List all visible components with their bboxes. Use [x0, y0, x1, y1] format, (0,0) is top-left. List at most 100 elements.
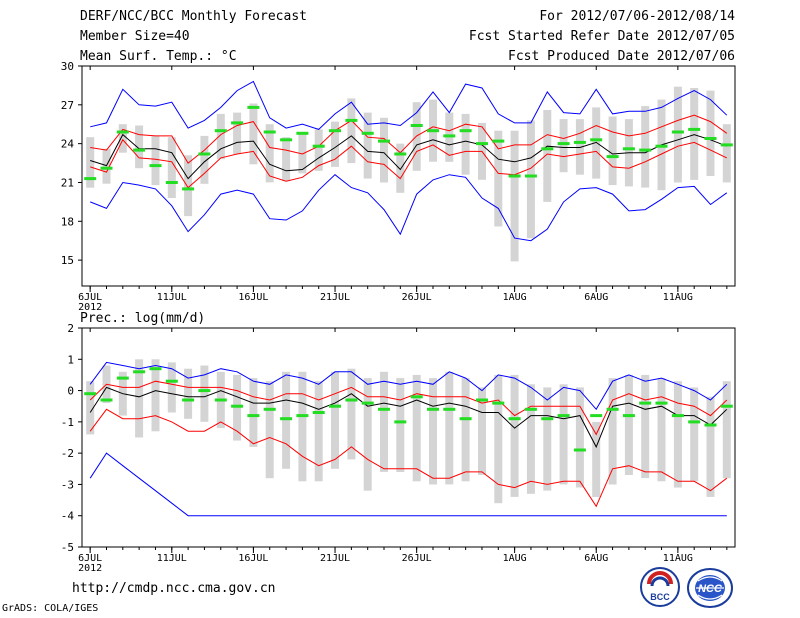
- prec-mean-mark: [182, 398, 195, 402]
- temp-spread-bar: [86, 137, 95, 188]
- temp-mean-mark: [361, 131, 374, 135]
- temp-mean-mark: [345, 118, 358, 122]
- temp-spread-bar: [151, 135, 160, 186]
- temp-max-line: [90, 80, 728, 130]
- temp-mean-mark: [214, 129, 227, 133]
- prec-spread-bar: [445, 371, 454, 485]
- forecast-start-date: Fcst Started Refer Date 2012/07/05: [468, 29, 735, 44]
- prec-mean-mark: [100, 398, 113, 402]
- prec-spread-bar: [282, 371, 291, 469]
- prec-mean-mark: [165, 379, 178, 383]
- ncc-logo-text: NCC: [698, 583, 723, 595]
- temp-mean-mark: [263, 130, 276, 134]
- prec-x-tick-label: 21JUL: [320, 553, 350, 564]
- prec-x-tick-label: 6JUL: [78, 553, 102, 564]
- prec-x-tick-label: 16JUL: [238, 553, 268, 564]
- temp-spread-bar: [673, 86, 682, 183]
- temp-upper-q-line: [90, 114, 728, 164]
- temp-mean-mark: [541, 147, 554, 151]
- temp-mean-mark: [720, 143, 733, 147]
- prec-y-tick-label: -4: [61, 510, 75, 523]
- temp-mean-mark: [508, 174, 521, 178]
- temp-mean-mark: [573, 140, 586, 144]
- temp-spread-bar: [200, 135, 209, 184]
- prec-spread-bar: [592, 421, 601, 497]
- prec-spread-bar: [265, 381, 274, 479]
- prec-spread-bar: [461, 378, 470, 482]
- temp-spread-bar: [706, 90, 715, 176]
- prec-mean-mark: [231, 404, 244, 408]
- temp-spread-bar: [249, 103, 258, 165]
- prec-spread-bar: [543, 387, 552, 491]
- prec-min-line: [89, 452, 727, 517]
- prec-frame: [81, 327, 736, 548]
- temp-y-tick-label: 27: [61, 99, 74, 112]
- forecast-title: DERF/NCC/BCC Monthly Forecast: [80, 9, 307, 24]
- temp-spread-bar: [363, 112, 372, 179]
- temp-mean-mark: [671, 130, 684, 134]
- prec-mean-mark: [476, 398, 488, 402]
- forecast-period: For 2012/07/06-2012/08/14: [539, 9, 735, 24]
- prec-spread-bar: [526, 384, 535, 494]
- temp-mean-mark: [84, 177, 97, 181]
- temp-mean-mark: [133, 148, 146, 152]
- prec-spread-bar: [641, 374, 650, 479]
- prec-spread-bar: [624, 374, 633, 475]
- temp-mean-mark: [557, 142, 570, 146]
- prec-spread-bar: [494, 374, 503, 504]
- prec-mean-mark: [639, 401, 652, 405]
- prec-x-tick-label: 11AUG: [663, 553, 693, 564]
- prec-mean-mark: [247, 414, 260, 418]
- prec-mean-mark: [410, 395, 423, 399]
- temp-mean-mark: [639, 148, 652, 152]
- temp-y-tick-label: 15: [61, 254, 74, 267]
- forecast-produced-date: Fcst Produced Date 2012/07/06: [508, 49, 735, 64]
- prec-mean-mark: [557, 414, 570, 418]
- prec-mean-mark: [361, 401, 374, 405]
- temp-spread-bar: [510, 130, 519, 262]
- temp-mean-mark: [378, 139, 390, 143]
- prec-spread-bar: [347, 368, 356, 460]
- prec-y-tick-label: -5: [61, 541, 74, 554]
- temp-mean-mark: [459, 129, 472, 133]
- prec-spread-bar: [249, 378, 258, 447]
- temp-x-tick-label: 11JUL: [157, 292, 187, 303]
- temp-mean-mark: [116, 130, 129, 134]
- prec-spread-bar: [608, 378, 617, 485]
- temp-x-tick-label: 26JUL: [402, 292, 432, 303]
- prec-mean-mark: [704, 423, 717, 427]
- prec-lower-q-line: [89, 408, 728, 508]
- prec-mean-mark: [622, 414, 635, 418]
- temp-spread-bar: [167, 137, 176, 198]
- prec-mean-mark: [688, 420, 701, 424]
- prec-mean-mark: [573, 448, 586, 452]
- prec-y-tick-label: -3: [61, 478, 74, 491]
- temp-spread-bar: [494, 130, 503, 227]
- temp-panel-title: Mean Surf. Temp.: °C: [80, 49, 237, 64]
- temp-x-tick-label: 6AUG: [584, 292, 608, 303]
- ncc-logo: NCC: [687, 568, 733, 608]
- prec-x-tick-label: 6AUG: [584, 553, 608, 564]
- temp-mean-mark: [280, 138, 293, 142]
- prec-x-tick-label: 1AUG: [503, 553, 527, 564]
- temp-spread-bar: [608, 116, 617, 186]
- prec-mean-mark: [296, 414, 309, 418]
- temp-mean-mark: [165, 181, 178, 184]
- prec-spread-bar: [673, 381, 682, 488]
- prec-mean-mark: [720, 404, 733, 408]
- prec-year-label: 2012: [78, 563, 102, 574]
- prec-spread-bar: [510, 374, 519, 497]
- prec-mean-mark: [149, 367, 162, 371]
- temp-spread-bar: [543, 110, 552, 202]
- temp-x-tick-label: 11AUG: [663, 292, 693, 303]
- prec-spread-bar: [184, 368, 193, 419]
- prec-y-tick-label: -2: [61, 447, 74, 460]
- prec-spread-bar: [151, 359, 160, 432]
- source-url[interactable]: http://cmdp.ncc.cma.gov.cn: [72, 581, 276, 596]
- temp-mean-mark: [443, 134, 456, 138]
- temp-spread-bar: [641, 106, 650, 188]
- prec-spread-bar: [380, 371, 388, 472]
- prec-mean-mark: [606, 407, 619, 411]
- temp-y-tick-label: 24: [61, 138, 75, 151]
- prec-spread-bar: [298, 371, 307, 482]
